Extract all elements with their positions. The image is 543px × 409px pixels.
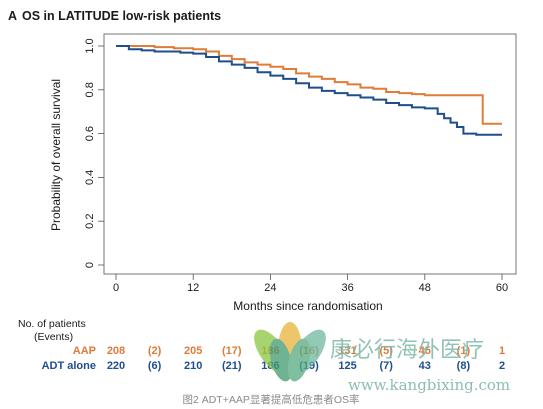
risk-cell: 1 [499, 345, 505, 357]
risk-table-subheader: (Events) [34, 331, 73, 343]
risk-cell: 210 [184, 360, 202, 372]
risk-cell: 2 [499, 360, 505, 372]
series-line-aap [116, 45, 502, 125]
x-axis-label: Months since randomisation [233, 299, 382, 313]
watermark-url: www.kangbixing.com [348, 376, 510, 394]
risk-cell: (17) [222, 345, 242, 357]
chart-title: OS in LATITUDE low-risk patients [22, 9, 221, 23]
y-ticks: 0 0.2 0.4 0.6 0.8 1.0 [84, 38, 104, 268]
risk-cell: (7) [379, 360, 393, 372]
risk-cell: (8) [457, 360, 471, 372]
y-tick-label: 0.2 [84, 214, 96, 229]
panel-letter: A [8, 9, 17, 23]
risk-cell: 220 [107, 360, 125, 372]
y-tick-label: 0 [84, 262, 96, 268]
risk-cell: (21) [222, 360, 242, 372]
x-tick-label: 12 [187, 282, 199, 294]
y-tick-label: 1.0 [84, 38, 96, 53]
risk-cell: 208 [107, 345, 125, 357]
x-tick-label: 0 [113, 282, 119, 294]
y-tick-label: 0.4 [84, 170, 96, 185]
watermark-chinese-text: 康必行海外医疗 [330, 338, 484, 363]
y-axis-label: Probability of overall survival [49, 79, 63, 231]
risk-cell: 131 [338, 345, 356, 357]
x-tick-label: 48 [419, 282, 431, 294]
risk-cell: (1) [457, 345, 471, 357]
series-group [116, 45, 502, 136]
plot-frame [103, 33, 517, 275]
series-line-adt-alone [116, 45, 502, 136]
watermark-logo [254, 322, 326, 382]
risk-table-header: No. of patients [18, 318, 86, 330]
risk-cell: 43 [419, 360, 431, 372]
risk-cell: (6) [148, 360, 162, 372]
x-tick-label: 36 [341, 282, 353, 294]
y-tick-label: 0.6 [84, 126, 96, 141]
x-tick-label: 24 [264, 282, 276, 294]
risk-cell: 205 [184, 345, 202, 357]
risk-cell: 45 [419, 345, 431, 357]
x-ticks: 0 12 24 36 48 60 [113, 274, 508, 294]
risk-row-label-aap: AAP [73, 345, 96, 357]
risk-cell: (2) [148, 345, 162, 357]
x-tick-label: 60 [496, 282, 508, 294]
y-tick-label: 0.8 [84, 82, 96, 97]
figure-caption: 图2 ADT+AAP显著提高低危患者OS率 [182, 393, 359, 406]
risk-cell: (5) [379, 345, 393, 357]
risk-cell: 125 [338, 360, 356, 372]
risk-row-label-adt-alone: ADT alone [42, 360, 96, 372]
